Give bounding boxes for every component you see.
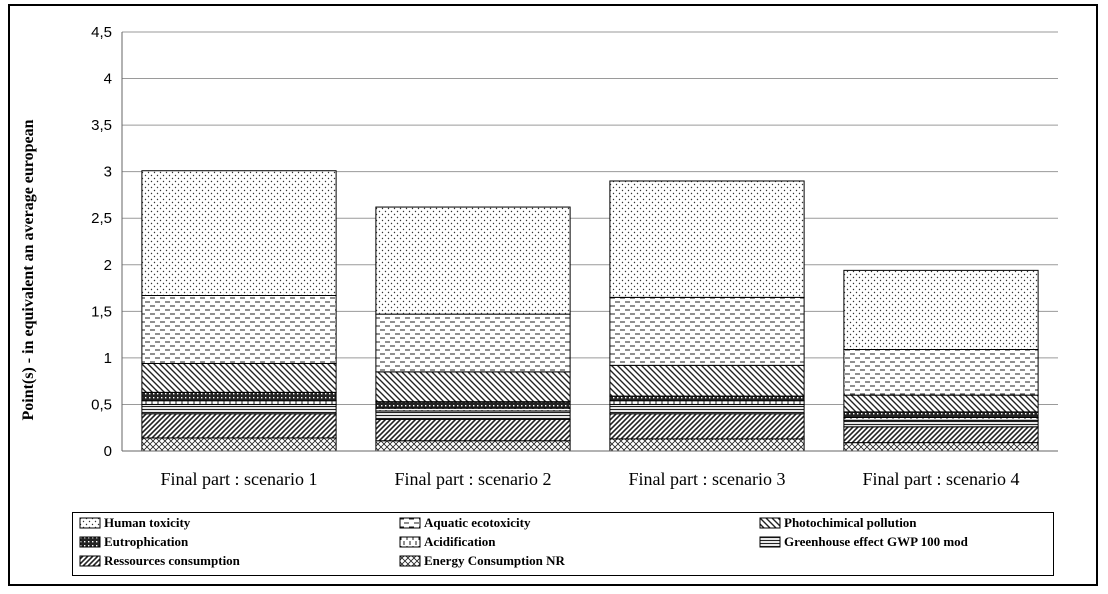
legend-label: Ressources consumption — [104, 553, 240, 568]
bar-segment-human-toxicity — [375, 206, 571, 315]
bar-segment-photochimical-pollution — [843, 394, 1039, 413]
legend-swatch-icon — [759, 536, 781, 548]
x-tick-label: Final part : scenario 4 — [863, 469, 1020, 489]
legend-item: Ressources consumption — [79, 553, 240, 569]
y-tick-label: 1 — [104, 350, 112, 367]
bars — [141, 170, 1039, 452]
y-tick-label: 2 — [104, 257, 112, 274]
y-tick-label: 3 — [104, 164, 112, 181]
legend-label: Aquatic ecotoxicity — [424, 515, 531, 530]
x-tick-label: Final part : scenario 1 — [161, 469, 318, 489]
legend-swatch-icon — [79, 555, 101, 567]
bar-segment-greenhouse-effect-gwp-100-mod — [375, 410, 571, 420]
y-tick-label: 0,5 — [91, 396, 112, 413]
legend-label: Acidification — [424, 534, 496, 549]
legend-swatch-icon — [79, 536, 101, 548]
legend-item: Aquatic ecotoxicity — [399, 515, 531, 531]
legend-item: Eutrophication — [79, 534, 188, 550]
legend-swatch-icon — [79, 517, 101, 529]
bar-segment-greenhouse-effect-gwp-100-mod — [843, 419, 1039, 428]
legend-swatch-icon — [399, 517, 421, 529]
bar-segment-eutrophication — [843, 411, 1039, 418]
y-axis-label-text: Point(s) - in equivalent an average euro… — [20, 119, 37, 421]
bar-segment-photochimical-pollution — [375, 371, 571, 403]
legend-label: Greenhouse effect GWP 100 mod — [784, 534, 968, 549]
legend: Human toxicity Aquatic ecotoxicity Photoch… — [72, 512, 1054, 576]
legend-item: Acidification — [399, 534, 496, 550]
y-tick-label: 4 — [104, 71, 112, 88]
legend-swatch-icon — [399, 555, 421, 567]
x-tick-label: Final part : scenario 2 — [395, 469, 552, 489]
bar-segment-energy-consumption-nr — [843, 442, 1039, 452]
bar-segment-ressources-consumption — [141, 413, 337, 439]
bar-segment-greenhouse-effect-gwp-100-mod — [609, 403, 805, 415]
legend-swatch-icon — [399, 536, 421, 548]
bar-segment-energy-consumption-nr — [375, 440, 571, 452]
legend-label: Eutrophication — [104, 534, 189, 549]
y-tick-label: 1,5 — [91, 303, 112, 320]
bar-segment-ressources-consumption — [843, 426, 1039, 444]
bar-segment-acidification — [141, 400, 337, 405]
bar-segment-eutrophication — [141, 391, 337, 402]
x-tick-label: Final part : scenario 3 — [629, 469, 786, 489]
y-tick-label: 2,5 — [91, 210, 112, 227]
bar-segment-acidification — [609, 400, 805, 405]
bar-segment-ressources-consumption — [609, 413, 805, 440]
bar-segment-aquatic-ecotoxicity — [141, 295, 337, 364]
bar-segment-eutrophication — [609, 395, 805, 402]
bar-segment-energy-consumption-nr — [141, 437, 337, 452]
legend-swatch-icon — [759, 517, 781, 529]
y-tick-label: 4,5 — [91, 24, 112, 41]
legend-label: Photochimical pollution — [784, 515, 917, 530]
legend-item: Greenhouse effect GWP 100 mod — [759, 534, 968, 550]
bar-segment-ressources-consumption — [375, 418, 571, 442]
y-axis-label: Point(s) - in equivalent an average euro… — [14, 40, 44, 500]
bar-segment-human-toxicity — [141, 170, 337, 297]
legend-label: Human toxicity — [104, 515, 191, 530]
bar-segment-energy-consumption-nr — [609, 438, 805, 452]
y-tick-label: 3,5 — [91, 117, 112, 134]
bar-segment-human-toxicity — [609, 180, 805, 298]
bar-segment-aquatic-ecotoxicity — [609, 296, 805, 366]
bar-segment-aquatic-ecotoxicity — [375, 313, 571, 373]
legend-item: Energy Consumption NR — [399, 553, 565, 569]
bar-segment-photochimical-pollution — [141, 362, 337, 393]
bar-segment-human-toxicity — [843, 269, 1039, 351]
bar-segment-greenhouse-effect-gwp-100-mod — [141, 403, 337, 415]
legend-label: Energy Consumption NR — [424, 553, 565, 568]
bar-segment-eutrophication — [375, 401, 571, 409]
legend-item: Photochimical pollution — [759, 515, 917, 531]
y-tick-label: 0 — [104, 443, 112, 460]
legend-item: Human toxicity — [79, 515, 190, 531]
bar-segment-aquatic-ecotoxicity — [843, 349, 1039, 396]
axes: 0 0,5 1 1,5 2 2,5 3 3,5 4 4,5 Final part : scenari… — [91, 24, 1058, 489]
bar-segment-photochimical-pollution — [609, 364, 805, 397]
